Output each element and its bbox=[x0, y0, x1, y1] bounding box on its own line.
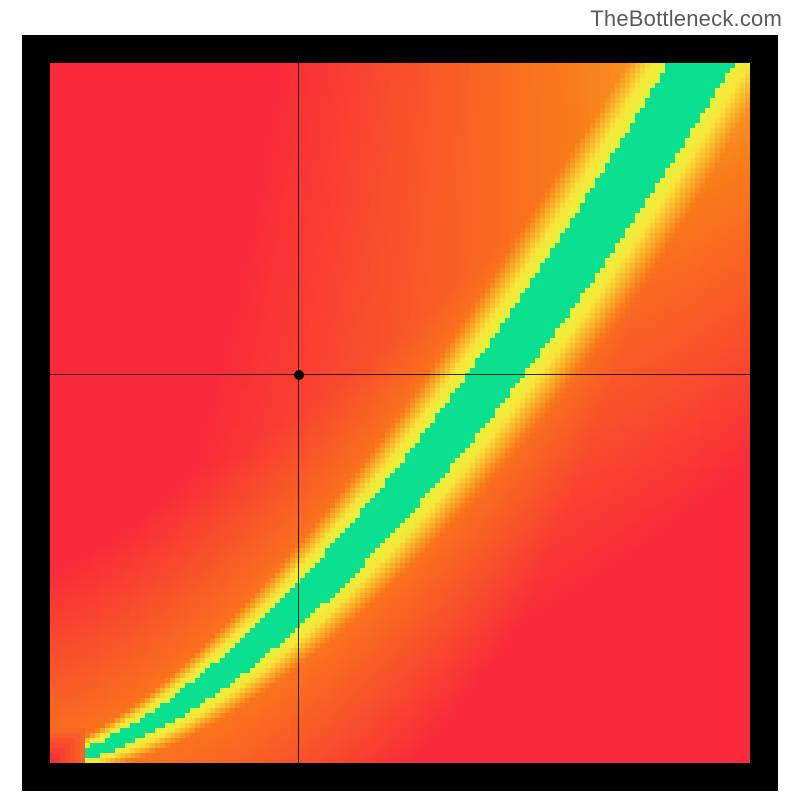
crosshair-horizontal bbox=[50, 374, 750, 375]
crosshair-marker bbox=[294, 370, 304, 380]
watermark-text: TheBottleneck.com bbox=[590, 6, 782, 32]
crosshair-vertical bbox=[298, 63, 299, 763]
plot-area bbox=[50, 63, 750, 763]
chart-container: TheBottleneck.com bbox=[0, 0, 800, 800]
plot-frame bbox=[22, 35, 778, 791]
heatmap-canvas bbox=[50, 63, 750, 763]
